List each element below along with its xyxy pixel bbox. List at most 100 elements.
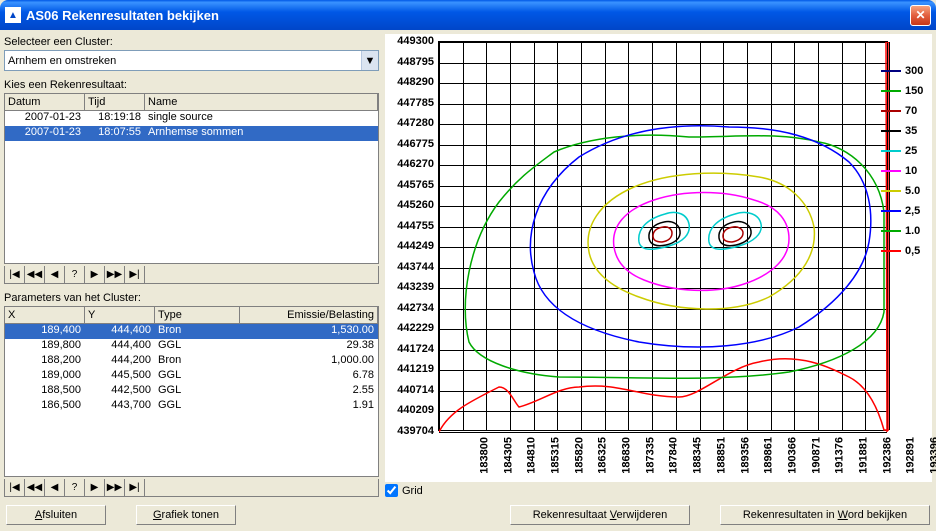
word-bekijken-button[interactable]: Rekenresultaten in Word bekijken [720, 505, 930, 525]
window-titlebar: ▲ AS06 Rekenresultaten bekijken ✕ [0, 0, 936, 30]
x-tick-label: 190366 [787, 437, 799, 474]
y-tick-label: 440714 [397, 384, 434, 396]
results-label: Kies een Rekenresultaat: [4, 79, 379, 91]
cluster-input[interactable] [5, 51, 361, 70]
legend-item: 5.0 [881, 185, 929, 197]
nav-button[interactable]: ▶| [125, 479, 145, 496]
x-tick-label: 186325 [597, 437, 609, 474]
nav-button[interactable]: ▶| [125, 266, 145, 283]
grafiek-tonen-button[interactable]: Grafiek tonen [136, 505, 236, 525]
table-row[interactable]: 186,500443,700GGL1.91 [5, 399, 378, 414]
table-row[interactable]: 188,200444,200Bron1,000.00 [5, 354, 378, 369]
nav-button[interactable]: ▶▶ [105, 266, 125, 283]
params-nav[interactable]: |◀◀◀◀?▶▶▶▶| [4, 479, 379, 497]
legend-item: 2,5 [881, 205, 929, 217]
x-tick-label: 193396 [929, 437, 936, 474]
nav-button[interactable]: ◀◀ [25, 266, 45, 283]
x-tick-label: 187840 [668, 437, 680, 474]
y-tick-label: 446270 [397, 158, 434, 170]
params-table[interactable]: X Y Type Emissie/Belasting 189,400444,40… [4, 306, 379, 477]
grid-checkbox[interactable] [385, 484, 398, 497]
legend-item: 35 [881, 125, 929, 137]
nav-button[interactable]: |◀ [5, 266, 25, 283]
col-emissie[interactable]: Emissie/Belasting [240, 307, 378, 323]
y-tick-label: 446775 [397, 138, 434, 150]
x-tick-label: 186830 [621, 437, 633, 474]
window-title: AS06 Rekenresultaten bekijken [26, 8, 910, 23]
contour-chart: 449300 448795 448290 447785 447280 446775 4462… [385, 34, 932, 482]
y-tick-label: 439704 [397, 425, 434, 437]
nav-button[interactable]: ? [65, 266, 85, 283]
table-row[interactable]: 188,500442,500GGL2.55 [5, 384, 378, 399]
nav-button[interactable]: ▶▶ [105, 479, 125, 496]
x-tick-label: 183800 [479, 437, 491, 474]
verwijderen-button[interactable]: Rekenresultaat Verwijderen [510, 505, 690, 525]
x-tick-label: 187335 [645, 437, 657, 474]
col-datum[interactable]: Datum [5, 94, 85, 110]
x-tick-label: 184305 [502, 437, 514, 474]
x-tick-label: 185820 [573, 437, 585, 474]
results-table[interactable]: Datum Tijd Name 2007-01-2318:19:18single… [4, 93, 379, 264]
y-tick-label: 443239 [397, 281, 434, 293]
app-icon: ▲ [5, 7, 21, 23]
x-tick-label: 185315 [550, 437, 562, 474]
col-type[interactable]: Type [155, 307, 240, 323]
x-tick-label: 189356 [739, 437, 751, 474]
table-row[interactable]: 189,400444,400Bron1,530.00 [5, 324, 378, 339]
x-tick-label: 188345 [692, 437, 704, 474]
table-row[interactable]: 2007-01-2318:07:55Arnhemse sommen [5, 126, 378, 141]
grid-label[interactable]: Grid [402, 485, 423, 497]
x-tick-label: 191376 [834, 437, 846, 474]
x-tick-label: 192891 [905, 437, 917, 474]
legend-item: 10 [881, 165, 929, 177]
y-tick-label: 440209 [397, 404, 434, 416]
nav-button[interactable]: ▶ [85, 479, 105, 496]
params-label: Parameters van het Cluster: [4, 292, 379, 304]
x-tick-label: 190871 [810, 437, 822, 474]
col-tijd[interactable]: Tijd [85, 94, 145, 110]
legend-item: 1.0 [881, 225, 929, 237]
x-tick-label: 184810 [526, 437, 538, 474]
x-tick-label: 192386 [881, 437, 893, 474]
y-tick-label: 447280 [397, 117, 434, 129]
y-tick-label: 441219 [397, 363, 434, 375]
nav-button[interactable]: ? [65, 479, 85, 496]
legend-item: 25 [881, 145, 929, 157]
y-tick-label: 448290 [397, 76, 434, 88]
afsluiten-button[interactable]: Afsluiten [6, 505, 106, 525]
close-button[interactable]: ✕ [910, 5, 931, 26]
y-tick-label: 445765 [397, 179, 434, 191]
y-tick-label: 442734 [397, 302, 434, 314]
legend-item: 0,5 [881, 245, 929, 257]
results-nav[interactable]: |◀◀◀◀?▶▶▶▶| [4, 266, 379, 284]
nav-button[interactable]: ◀ [45, 479, 65, 496]
table-row[interactable]: 2007-01-2318:19:18single source [5, 111, 378, 126]
x-tick-label: 191881 [858, 437, 870, 474]
nav-button[interactable]: ◀ [45, 266, 65, 283]
cluster-label: Selecteer een Cluster: [4, 36, 379, 48]
y-tick-label: 448795 [397, 56, 434, 68]
table-row[interactable]: 189,800444,400GGL29.38 [5, 339, 378, 354]
col-name[interactable]: Name [145, 94, 378, 110]
y-tick-label: 441724 [397, 343, 434, 355]
nav-button[interactable]: |◀ [5, 479, 25, 496]
y-tick-label: 444755 [397, 220, 434, 232]
y-tick-label: 444249 [397, 240, 434, 252]
legend-item: 150 [881, 85, 929, 97]
x-tick-label: 188851 [716, 437, 728, 474]
cluster-combo[interactable]: ▼ [4, 50, 379, 71]
legend-item: 70 [881, 105, 929, 117]
x-tick-label: 189861 [763, 437, 775, 474]
nav-button[interactable]: ▶ [85, 266, 105, 283]
y-tick-label: 445260 [397, 199, 434, 211]
col-y[interactable]: Y [85, 307, 155, 323]
nav-button[interactable]: ◀◀ [25, 479, 45, 496]
legend-item: 300 [881, 65, 929, 77]
table-row[interactable]: 189,000445,500GGL6.78 [5, 369, 378, 384]
y-tick-label: 443744 [397, 261, 434, 273]
y-tick-label: 449300 [397, 35, 434, 47]
chevron-down-icon[interactable]: ▼ [361, 51, 378, 70]
y-tick-label: 442229 [397, 322, 434, 334]
col-x[interactable]: X [5, 307, 85, 323]
y-tick-label: 447785 [397, 97, 434, 109]
